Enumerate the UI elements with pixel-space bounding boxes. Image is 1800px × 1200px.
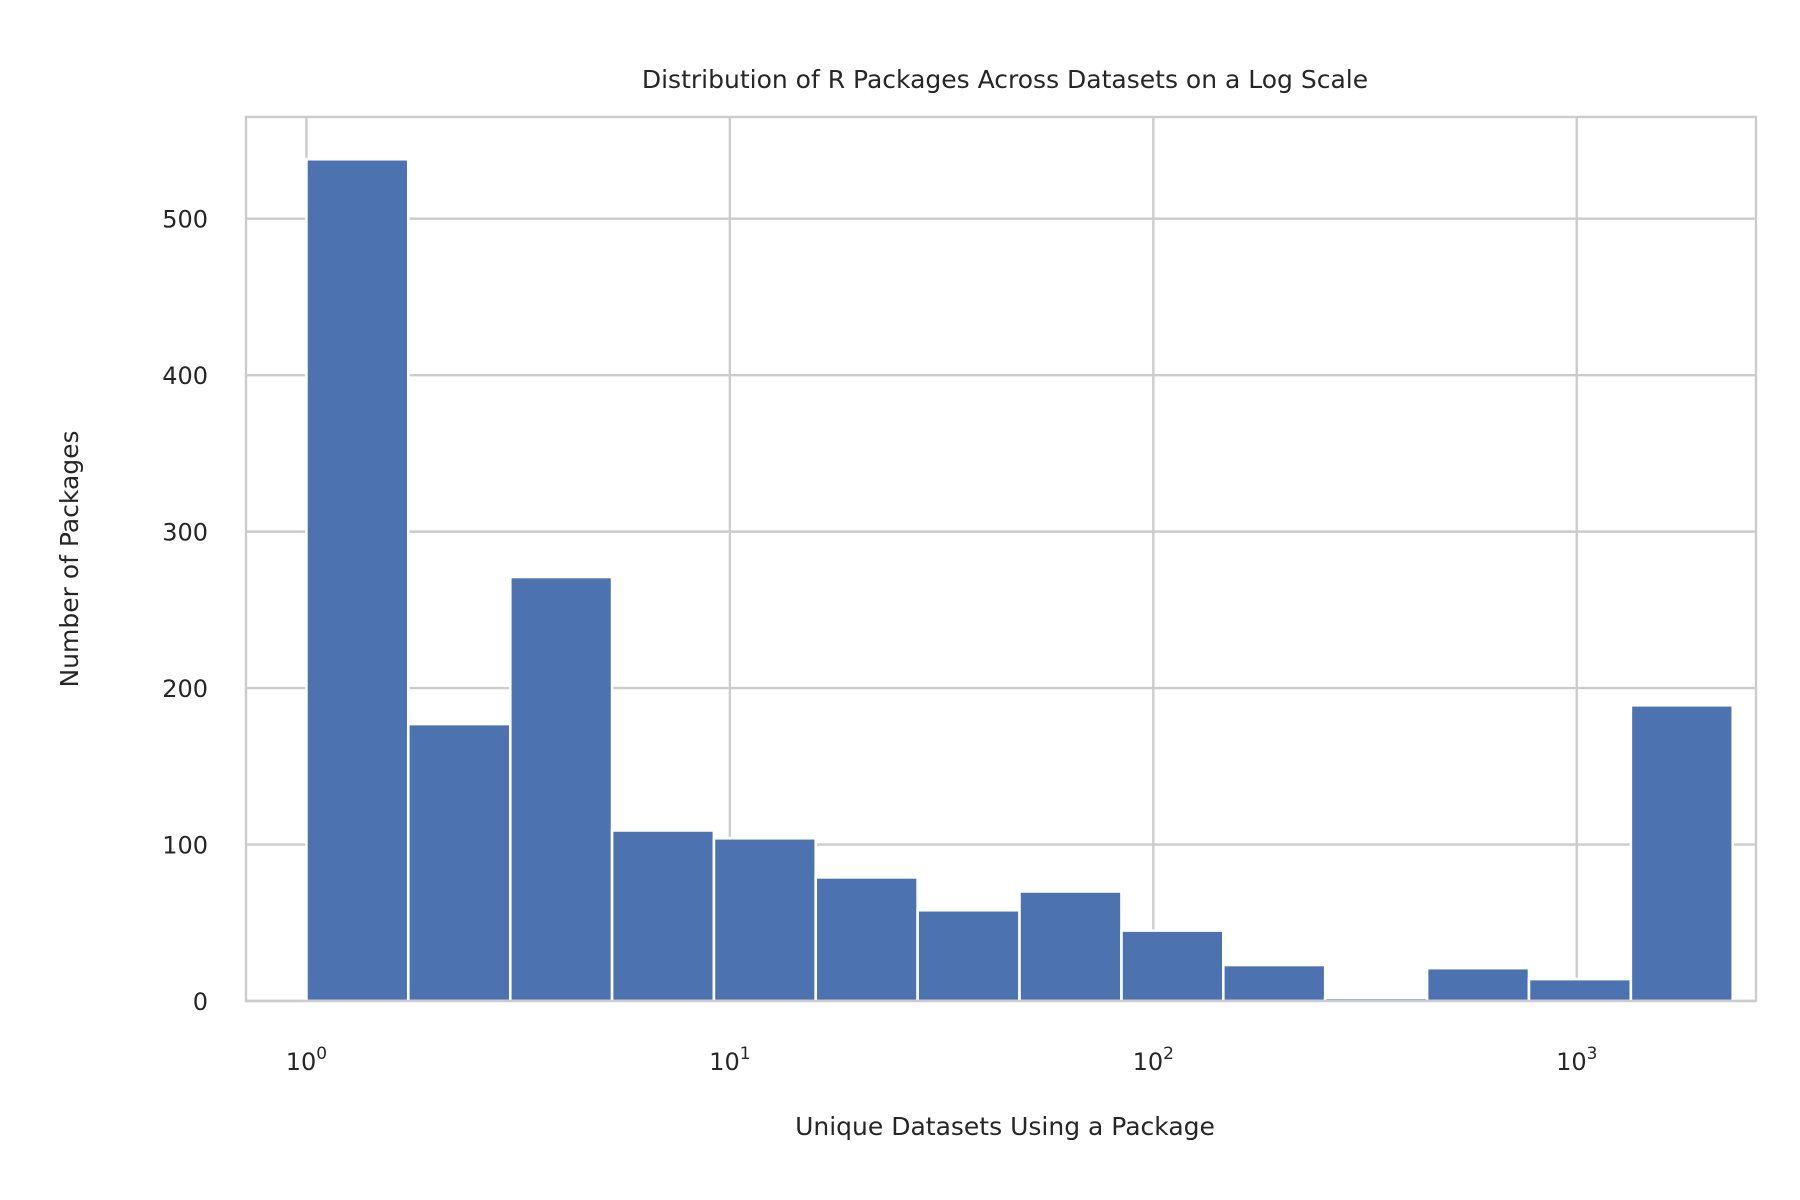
- histogram-bar: [1221, 963, 1327, 1003]
- chart-title: Distribution of R Packages Across Datase…: [642, 65, 1368, 94]
- histogram-bar: [1425, 966, 1531, 1003]
- histogram-bar: [814, 876, 919, 1003]
- y-tick-label: 400: [162, 362, 208, 390]
- y-axis-label: Number of Packages: [55, 430, 84, 687]
- x-tick-labels: 100 101 102 103: [286, 1044, 1598, 1076]
- histogram-bar: [508, 575, 614, 1003]
- y-tick-label: 200: [162, 675, 208, 703]
- y-tick-label: 100: [162, 832, 208, 860]
- histogram-bar: [406, 722, 512, 1003]
- x-tick-label: 103: [1556, 1044, 1597, 1076]
- histogram-bar: [305, 157, 410, 1003]
- y-tick-label: 500: [162, 206, 208, 234]
- histogram-bar: [916, 908, 1021, 1003]
- y-tick-label: 300: [162, 519, 208, 547]
- histogram-bar: [1018, 890, 1123, 1003]
- histogram-bar: [712, 836, 818, 1003]
- histogram-bar: [1629, 703, 1735, 1003]
- x-tick-label: 100: [286, 1044, 327, 1076]
- histogram-bar: [1527, 977, 1633, 1003]
- y-tick-labels: 0 100 200 300 400 500: [162, 206, 208, 1016]
- bars: [305, 157, 1735, 1003]
- x-axis-label: Unique Datasets Using a Package: [795, 1112, 1215, 1141]
- x-tick-label: 102: [1133, 1044, 1174, 1076]
- histogram-bar: [610, 829, 716, 1003]
- plot-frame: [244, 115, 1758, 1003]
- x-tick-label: 101: [709, 1044, 750, 1076]
- histogram-bar: [1120, 929, 1225, 1003]
- y-tick-label: 0: [193, 988, 208, 1016]
